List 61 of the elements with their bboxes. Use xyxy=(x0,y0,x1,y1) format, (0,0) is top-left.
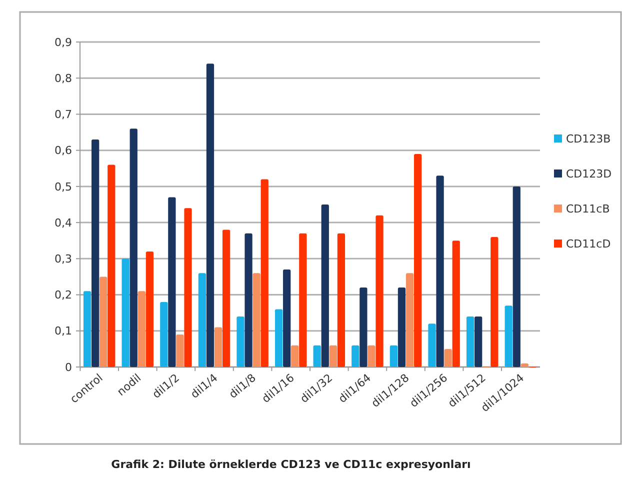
bar xyxy=(368,345,376,367)
bar xyxy=(274,309,283,367)
bar xyxy=(168,197,176,367)
y-tick-label: 0,8 xyxy=(54,72,72,85)
bar xyxy=(130,128,138,367)
y-tick-label: 0 xyxy=(65,360,72,374)
legend-label: CD11cD xyxy=(566,237,611,250)
bar xyxy=(83,291,92,367)
bar xyxy=(512,186,520,367)
bar xyxy=(122,258,130,367)
bar xyxy=(260,179,268,367)
bar xyxy=(452,240,460,367)
bar xyxy=(138,291,146,367)
legend-label: CD123D xyxy=(566,167,612,180)
bar xyxy=(474,316,482,367)
bar xyxy=(490,237,498,367)
bar xyxy=(214,327,222,367)
legend-label: CD11cB xyxy=(566,202,610,216)
y-tick-label: 0,2 xyxy=(54,288,72,302)
y-tick-label: 0,4 xyxy=(54,216,72,230)
bar xyxy=(337,233,346,367)
y-tick-label: 0,6 xyxy=(54,144,72,158)
bar xyxy=(398,288,406,367)
bar xyxy=(146,251,154,367)
bar xyxy=(100,276,108,367)
bar xyxy=(291,345,299,367)
bar xyxy=(414,154,422,367)
bar xyxy=(176,334,184,367)
bar xyxy=(329,345,337,367)
bar xyxy=(236,316,244,367)
bar xyxy=(160,302,168,367)
bar xyxy=(390,345,398,367)
y-tick-label: 0,7 xyxy=(54,108,72,122)
bar xyxy=(184,208,192,367)
y-tick-label: 0,5 xyxy=(54,180,72,194)
bar xyxy=(313,345,321,367)
bar xyxy=(283,270,291,367)
y-tick-label: 0,1 xyxy=(54,324,72,338)
bar xyxy=(376,215,384,367)
y-tick-label: 0,9 xyxy=(54,36,72,49)
bar xyxy=(222,230,230,367)
legend-label: CD123B xyxy=(566,132,611,146)
bar xyxy=(406,273,414,367)
bar xyxy=(206,64,214,367)
bar xyxy=(504,306,512,367)
bar xyxy=(244,233,252,367)
y-tick-label: 0,3 xyxy=(54,252,72,266)
bar xyxy=(520,363,528,367)
bar xyxy=(436,176,444,367)
bar xyxy=(360,288,368,367)
bar xyxy=(466,316,474,367)
bar xyxy=(252,273,260,367)
bar xyxy=(321,204,329,367)
text: Grafik 2: Dilute örneklerde CD123 ve CD11c expresyonları xyxy=(111,458,471,471)
bar xyxy=(108,164,116,367)
bar xyxy=(444,348,452,367)
bar xyxy=(428,324,436,367)
bar xyxy=(198,273,206,367)
bar xyxy=(352,345,360,367)
bar xyxy=(92,140,100,367)
bar xyxy=(299,233,307,367)
